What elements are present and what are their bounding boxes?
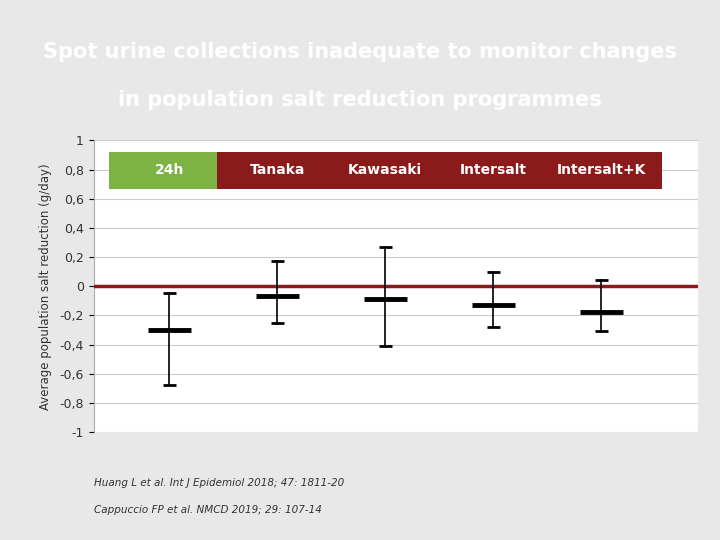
Text: Huang L et al. Int J Epidemiol 2018; 47: 1811-20: Huang L et al. Int J Epidemiol 2018; 47:… <box>94 478 344 488</box>
FancyBboxPatch shape <box>109 152 230 188</box>
Text: Intersalt: Intersalt <box>459 163 527 177</box>
Text: Kawasaki: Kawasaki <box>348 163 422 177</box>
FancyBboxPatch shape <box>217 152 338 188</box>
Text: 24h: 24h <box>155 163 184 177</box>
Text: Intersalt+K: Intersalt+K <box>557 163 646 177</box>
Text: Tanaka: Tanaka <box>250 163 305 177</box>
FancyBboxPatch shape <box>433 152 554 188</box>
FancyBboxPatch shape <box>325 152 446 188</box>
FancyBboxPatch shape <box>541 152 662 188</box>
Text: Cappuccio FP et al. NMCD 2019; 29: 107-14: Cappuccio FP et al. NMCD 2019; 29: 107-1… <box>94 505 321 515</box>
Y-axis label: Average population salt reduction (g/day): Average population salt reduction (g/day… <box>40 163 53 409</box>
Text: Spot urine collections inadequate to monitor changes: Spot urine collections inadequate to mon… <box>43 42 677 63</box>
Text: in population salt reduction programmes: in population salt reduction programmes <box>118 90 602 110</box>
